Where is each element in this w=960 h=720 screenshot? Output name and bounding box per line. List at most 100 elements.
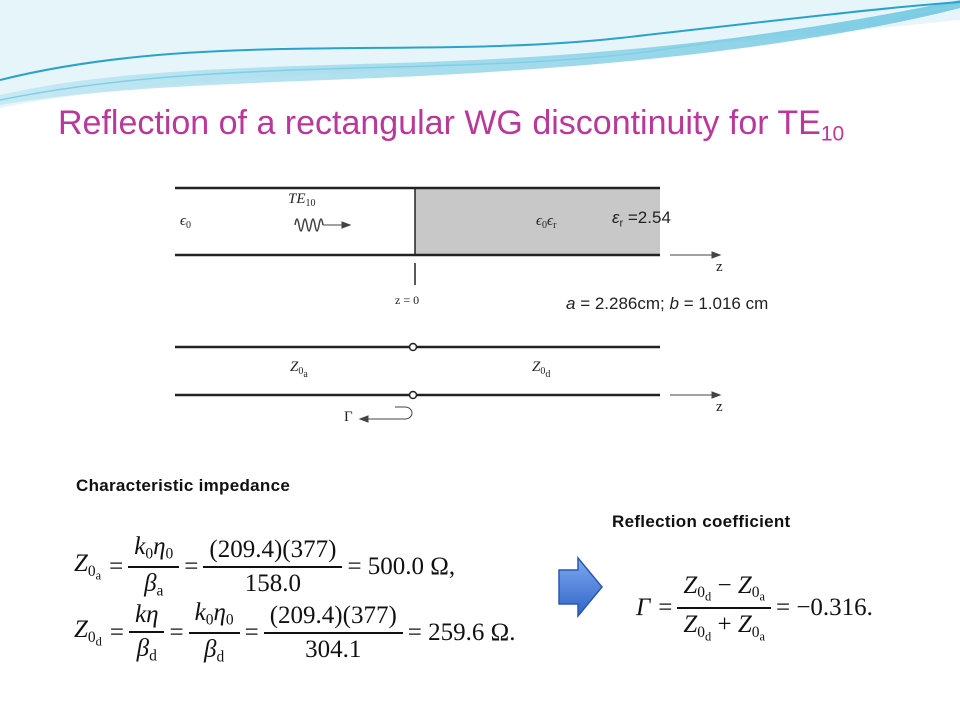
subscript-text: 0 xyxy=(145,546,154,563)
symbol: βd xyxy=(136,634,157,665)
equation: Z0d = kη βd = k0η0 βd = (209.4)(377) 304.1 = 259.6… xyxy=(74,599,605,666)
subscript: 0 xyxy=(226,612,234,629)
subscript-text: 10 xyxy=(305,198,316,209)
math-text: 304.1 xyxy=(305,636,362,663)
subscript-text: 0 xyxy=(87,628,96,646)
expression: k0η0 xyxy=(134,533,173,563)
subscript: a xyxy=(95,568,102,583)
symbol-base: ϵ xyxy=(180,213,187,229)
reflection-loop xyxy=(395,406,413,420)
symbol: ϵr xyxy=(547,213,556,231)
symbol-base: Z xyxy=(74,616,88,644)
math-text: = xyxy=(109,553,124,580)
expression: kη xyxy=(135,601,159,628)
math-text: (209.4)(377) xyxy=(209,536,337,563)
symbol-base: TE xyxy=(288,191,306,207)
heading: Reflection coefficient xyxy=(612,512,791,531)
numerator: kη xyxy=(132,601,162,631)
math-text: = 2.286cm; xyxy=(575,294,670,313)
subscript-text: d xyxy=(149,647,157,665)
subscript: 0 xyxy=(186,220,191,231)
denominator: βd xyxy=(128,630,165,666)
symbol: Z0a xyxy=(74,550,102,583)
symbol: ϵ0 xyxy=(536,213,548,231)
symbol: Γ xyxy=(636,594,650,621)
arrow-shape xyxy=(558,556,603,618)
subscript: 0a xyxy=(88,563,102,583)
expression: k0η0 xyxy=(195,599,234,629)
math-text: = xyxy=(109,619,124,646)
dimensions-note: a = 2.286cm; b = 1.016 cm xyxy=(566,294,768,314)
symbol: Z0d xyxy=(683,611,712,644)
subscript-text: 0 xyxy=(697,623,705,641)
line-label: Z0d xyxy=(532,359,550,380)
symbol-base: Z xyxy=(532,359,541,375)
math-text: − xyxy=(711,571,738,599)
subscript: r xyxy=(619,217,623,229)
symbol: εr xyxy=(612,208,623,229)
junction xyxy=(408,342,418,352)
subscript-text: 0 xyxy=(298,366,304,377)
expression: βd xyxy=(204,636,224,666)
subscript: 10 xyxy=(306,198,316,209)
expression: Z0d xyxy=(532,359,551,380)
subscript-text: 0 xyxy=(697,584,705,602)
symbol-base: Z xyxy=(74,550,88,578)
subscript: d xyxy=(149,647,157,664)
symbol: a xyxy=(566,294,575,313)
symbol: η0 xyxy=(153,533,173,563)
subscript: 0d xyxy=(697,623,712,644)
subscript-text: r xyxy=(553,220,557,231)
subscript: r xyxy=(553,220,556,231)
expression: ϵ0 xyxy=(180,213,191,231)
medium-label: ϵ0ϵr xyxy=(536,213,556,231)
title: Reflection of a rectangular WG discontin… xyxy=(58,104,844,146)
symbol-base: ϵ xyxy=(547,213,554,229)
symbol-base: β xyxy=(144,570,157,597)
arrow-head xyxy=(711,391,722,399)
numerator: Z0d − Z0a xyxy=(680,572,768,607)
fraction: (209.4)(377) 158.0 xyxy=(203,536,343,598)
symbol: βa xyxy=(144,570,163,600)
subscript: 0 xyxy=(145,546,153,563)
interface-label: z = 0 xyxy=(395,293,420,307)
wave xyxy=(294,218,324,232)
junction xyxy=(408,390,418,400)
numerator: k0η0 xyxy=(192,599,237,632)
subscript-text: 0 xyxy=(540,366,546,377)
math-text: = xyxy=(244,619,259,646)
subscript: 0a xyxy=(752,584,765,604)
swoosh-line xyxy=(0,5,960,101)
symbol-base: η xyxy=(153,533,166,561)
symbol: η xyxy=(146,601,158,628)
equation: Γ = Z0d − Z0a Z0d + Z0a = −0.316. xyxy=(636,572,938,644)
subscript: d xyxy=(216,649,224,666)
medium-label: ϵ0 xyxy=(180,213,191,231)
subscript: 0a xyxy=(298,366,307,380)
heading: Characteristic impedance xyxy=(76,476,291,495)
denominator: 304.1 xyxy=(263,632,403,664)
subscript: 0d xyxy=(697,584,711,604)
symbol: b xyxy=(670,294,679,313)
arrow-head xyxy=(358,415,369,423)
math-text: = xyxy=(658,594,673,621)
math-text: = 1.016 cm xyxy=(678,294,769,313)
subscript: 0a xyxy=(752,624,765,644)
symbol-base: β xyxy=(136,634,150,662)
expression: ϵ0ϵr xyxy=(536,213,556,231)
waveguide-diagram: ϵ0 TE10 ϵ0ϵr z z = 0 Z0a Z0d Γ z xyxy=(140,155,760,425)
subscript: d xyxy=(705,629,712,644)
symbol-base: ε xyxy=(612,208,620,227)
symbol-base: k xyxy=(134,533,146,561)
line-label: Z0a xyxy=(290,359,308,380)
subscript: d xyxy=(545,369,551,380)
symbol: η0 xyxy=(213,599,234,629)
subscript-text: 0 xyxy=(542,220,548,231)
symbol-base: b xyxy=(669,294,679,313)
denominator: 158.0 xyxy=(203,566,343,598)
axis-label: z xyxy=(716,399,723,415)
subscript: 0d xyxy=(540,366,551,380)
swoosh xyxy=(0,0,960,105)
symbol-base: β xyxy=(204,636,217,663)
symbol-base: Z xyxy=(737,611,752,638)
